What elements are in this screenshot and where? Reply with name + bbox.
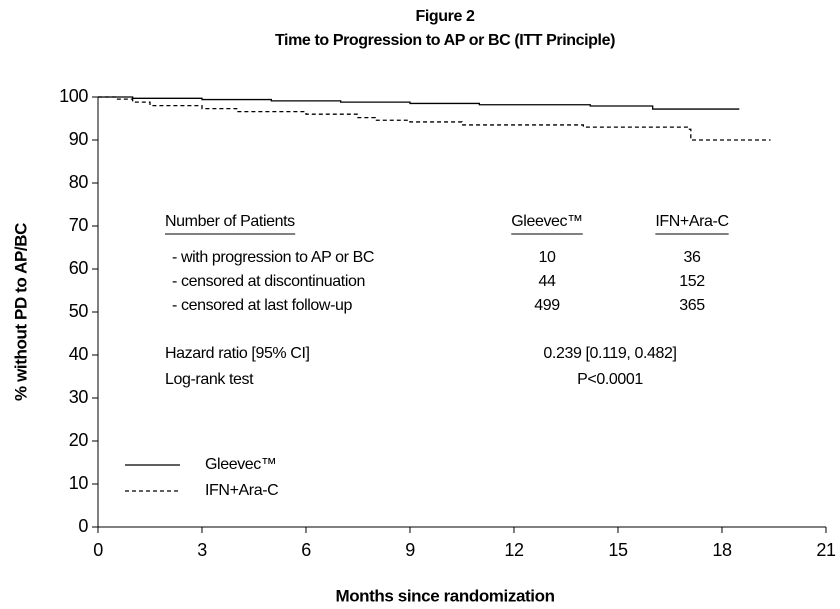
chart-subtitle: Time to Progression to AP or BC (ITT Pri… <box>275 32 615 49</box>
table-cell: 365 <box>679 297 705 314</box>
y-tick-label: 20 <box>69 430 89 450</box>
chart-title: Figure 2 <box>415 8 475 25</box>
y-axis-label: % without PD to AP/BC <box>11 223 30 401</box>
x-axis-label: Months since randomization <box>335 586 554 605</box>
annotation: 0.239 [0.119, 0.482] <box>543 345 676 362</box>
table-cell: - censored at last follow-up <box>172 297 353 314</box>
y-tick-label: 70 <box>69 215 89 235</box>
legend-label: Gleevec™ <box>205 456 277 473</box>
table-header: Gleevec™ <box>511 213 583 230</box>
x-tick-label: 0 <box>93 540 103 560</box>
table-cell: 44 <box>539 273 556 290</box>
y-tick-label: 10 <box>69 473 89 493</box>
legend-label: IFN+Ara-C <box>205 482 278 499</box>
table-cell: - censored at discontinuation <box>172 273 365 290</box>
x-tick-label: 6 <box>301 540 311 560</box>
table-header: IFN+Ara-C <box>655 213 728 230</box>
table-header: Number of Patients <box>165 213 295 230</box>
table-cell: 10 <box>539 249 556 266</box>
annotation: P<0.0001 <box>577 371 643 388</box>
x-tick-label: 15 <box>608 540 628 560</box>
y-tick-label: 60 <box>69 258 89 278</box>
table-cell: 36 <box>684 249 701 266</box>
survival-line <box>98 96 740 110</box>
x-tick-label: 12 <box>504 540 524 560</box>
x-tick-label: 21 <box>816 540 836 560</box>
y-tick-label: 0 <box>78 516 88 536</box>
survival-line <box>98 96 771 141</box>
table-cell: - with progression to AP or BC <box>172 249 374 266</box>
annotation: Hazard ratio [95% CI] <box>165 345 310 362</box>
x-tick-label: 18 <box>712 540 732 560</box>
y-tick-label: 30 <box>69 387 89 407</box>
annotation: Log-rank test <box>165 371 254 388</box>
y-tick-label: 100 <box>59 86 88 106</box>
y-tick-label: 50 <box>69 301 89 321</box>
x-tick-label: 9 <box>405 540 415 560</box>
y-tick-label: 80 <box>69 172 89 192</box>
y-tick-label: 40 <box>69 344 89 364</box>
table-cell: 499 <box>534 297 560 314</box>
table-cell: 152 <box>679 273 705 290</box>
y-tick-label: 90 <box>69 129 89 149</box>
x-tick-label: 3 <box>197 540 207 560</box>
